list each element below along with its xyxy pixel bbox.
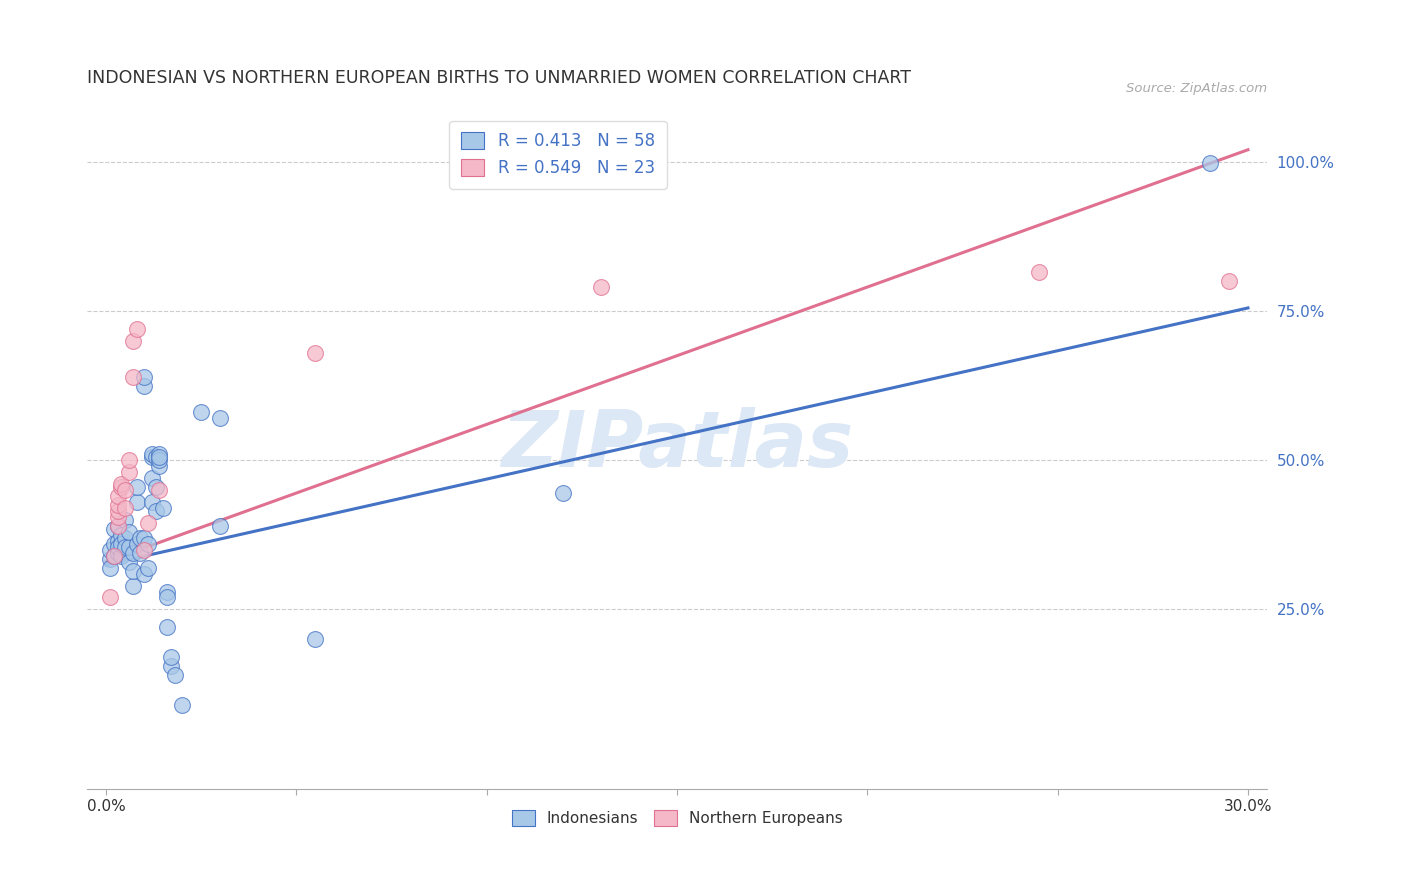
Point: [129, 531, 152, 545]
Point: [103, 549, 125, 563]
Point: [125, 480, 148, 494]
Point: [141, 447, 163, 461]
Point: [118, 524, 141, 539]
Point: [121, 334, 143, 348]
Text: Source: ZipAtlas.com: Source: ZipAtlas.com: [1126, 82, 1267, 95]
Point: [172, 698, 194, 712]
Point: [190, 405, 212, 419]
Point: [118, 465, 141, 479]
Point: [589, 280, 612, 294]
Point: [114, 483, 136, 497]
Point: [107, 519, 129, 533]
Point: [148, 447, 170, 461]
Point: [209, 519, 232, 533]
Point: [125, 537, 148, 551]
Point: [107, 533, 129, 548]
Point: [107, 498, 129, 512]
Point: [156, 584, 179, 599]
Point: [145, 450, 167, 465]
Point: [114, 513, 136, 527]
Text: ZIPatlas: ZIPatlas: [501, 408, 853, 483]
Point: [114, 540, 136, 554]
Point: [98, 551, 121, 566]
Point: [148, 450, 170, 465]
Point: [125, 495, 148, 509]
Point: [125, 322, 148, 336]
Point: [148, 459, 170, 474]
Point: [121, 546, 143, 560]
Point: [103, 549, 125, 563]
Point: [107, 519, 129, 533]
Point: [110, 480, 132, 494]
Point: [145, 480, 167, 494]
Point: [110, 549, 132, 563]
Point: [156, 620, 179, 634]
Point: [121, 578, 143, 592]
Point: [118, 540, 141, 554]
Point: [98, 560, 121, 574]
Text: INDONESIAN VS NORTHERN EUROPEAN BIRTHS TO UNMARRIED WOMEN CORRELATION CHART: INDONESIAN VS NORTHERN EUROPEAN BIRTHS T…: [87, 69, 911, 87]
Point: [163, 668, 186, 682]
Point: [141, 495, 163, 509]
Point: [107, 546, 129, 560]
Point: [1218, 274, 1240, 288]
Point: [121, 564, 143, 578]
Point: [98, 591, 121, 605]
Point: [145, 504, 167, 518]
Point: [304, 345, 326, 359]
Point: [134, 378, 156, 392]
Point: [141, 450, 163, 465]
Point: [118, 555, 141, 569]
Point: [160, 659, 183, 673]
Point: [103, 537, 125, 551]
Point: [134, 542, 156, 557]
Point: [129, 546, 152, 560]
Point: [160, 650, 183, 665]
Point: [134, 369, 156, 384]
Point: [136, 516, 159, 530]
Point: [107, 489, 129, 503]
Point: [107, 504, 129, 518]
Point: [1199, 156, 1222, 170]
Point: [134, 531, 156, 545]
Point: [110, 528, 132, 542]
Point: [148, 483, 170, 497]
Point: [152, 500, 174, 515]
Point: [134, 566, 156, 581]
Point: [551, 486, 574, 500]
Point: [136, 537, 159, 551]
Legend: Indonesians, Northern Europeans: Indonesians, Northern Europeans: [506, 805, 849, 832]
Point: [98, 542, 121, 557]
Point: [148, 453, 170, 467]
Point: [304, 632, 326, 647]
Point: [121, 369, 143, 384]
Point: [110, 537, 132, 551]
Point: [141, 471, 163, 485]
Point: [209, 411, 232, 425]
Point: [1028, 265, 1050, 279]
Point: [136, 560, 159, 574]
Point: [114, 500, 136, 515]
Point: [156, 591, 179, 605]
Point: [107, 540, 129, 554]
Point: [103, 522, 125, 536]
Point: [118, 453, 141, 467]
Point: [110, 477, 132, 491]
Point: [114, 531, 136, 545]
Point: [107, 509, 129, 524]
